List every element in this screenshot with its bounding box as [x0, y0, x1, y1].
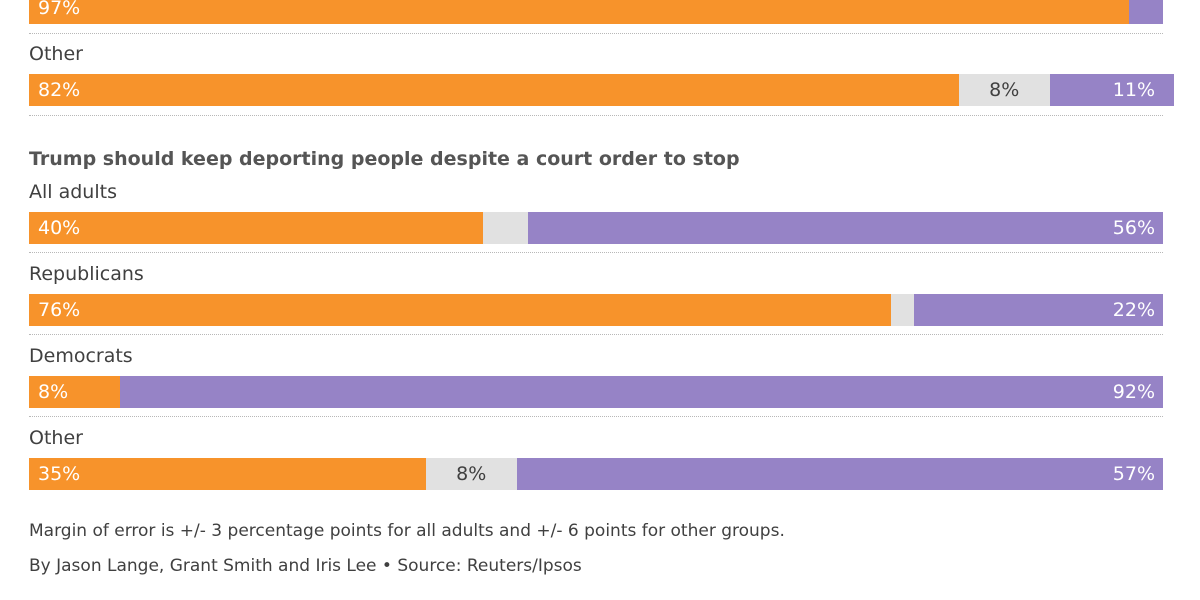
bar-row-other: 82% 8% 11% [29, 74, 1175, 106]
bar-segment-no [516, 458, 1163, 490]
data-label-no: 11% [1112, 79, 1155, 101]
row-divider [29, 416, 1163, 417]
row-divider [29, 33, 1163, 34]
data-label-yes: 82% [38, 79, 81, 101]
row-divider [29, 115, 1163, 116]
bar-row-other: 35% 8% 57% [29, 458, 1163, 490]
bar-segment-no [119, 376, 1163, 408]
bar-segment-yes [29, 74, 959, 106]
data-label-yes: 35% [38, 463, 81, 485]
group-label-all-adults: All adults [29, 181, 117, 203]
bar-segment-unsure [425, 458, 517, 490]
bar-segment-unsure [482, 212, 528, 244]
bar-segment-yes [29, 0, 1129, 24]
data-label-no: 92% [1112, 381, 1155, 403]
data-label-yes: 76% [38, 299, 81, 321]
chart-title: Trump should keep deporting people despi… [29, 148, 740, 170]
group-label-democrats: Democrats [29, 345, 133, 367]
bar-segment-unsure [890, 294, 914, 326]
bar-row-democrats: 8% 92% [29, 376, 1163, 408]
bar-row-top: 97% [29, 0, 1163, 24]
group-label-other: Other [29, 43, 83, 65]
data-label-yes: 97% [38, 0, 81, 19]
bar-segment-yes [29, 376, 120, 408]
bar-segment-no [913, 294, 1163, 326]
bar-segment-yes [29, 458, 426, 490]
data-label-no: 57% [1112, 463, 1155, 485]
group-label-republicans: Republicans [29, 263, 144, 285]
bar-segment-unsure [958, 74, 1050, 106]
bar-row-republicans: 76% 22% [29, 294, 1163, 326]
data-label-unsure: 8% [456, 463, 487, 485]
data-label-yes: 8% [38, 381, 69, 403]
row-divider [29, 334, 1163, 335]
bar-segment-yes [29, 294, 891, 326]
bar-segment-no [527, 212, 1163, 244]
data-label-no: 22% [1112, 299, 1155, 321]
data-label-yes: 40% [38, 217, 81, 239]
credit-line: By Jason Lange, Grant Smith and Iris Lee… [29, 556, 582, 576]
margin-of-error-note: Margin of error is +/- 3 percentage poin… [29, 521, 785, 541]
row-divider [29, 252, 1163, 253]
data-label-unsure: 8% [989, 79, 1020, 101]
bar-segment-no [1128, 0, 1163, 24]
bar-segment-yes [29, 212, 483, 244]
bar-row-all-adults: 40% 56% [29, 212, 1163, 244]
data-label-no: 56% [1112, 217, 1155, 239]
group-label-other: Other [29, 427, 83, 449]
bar-segment-no [1049, 74, 1175, 106]
